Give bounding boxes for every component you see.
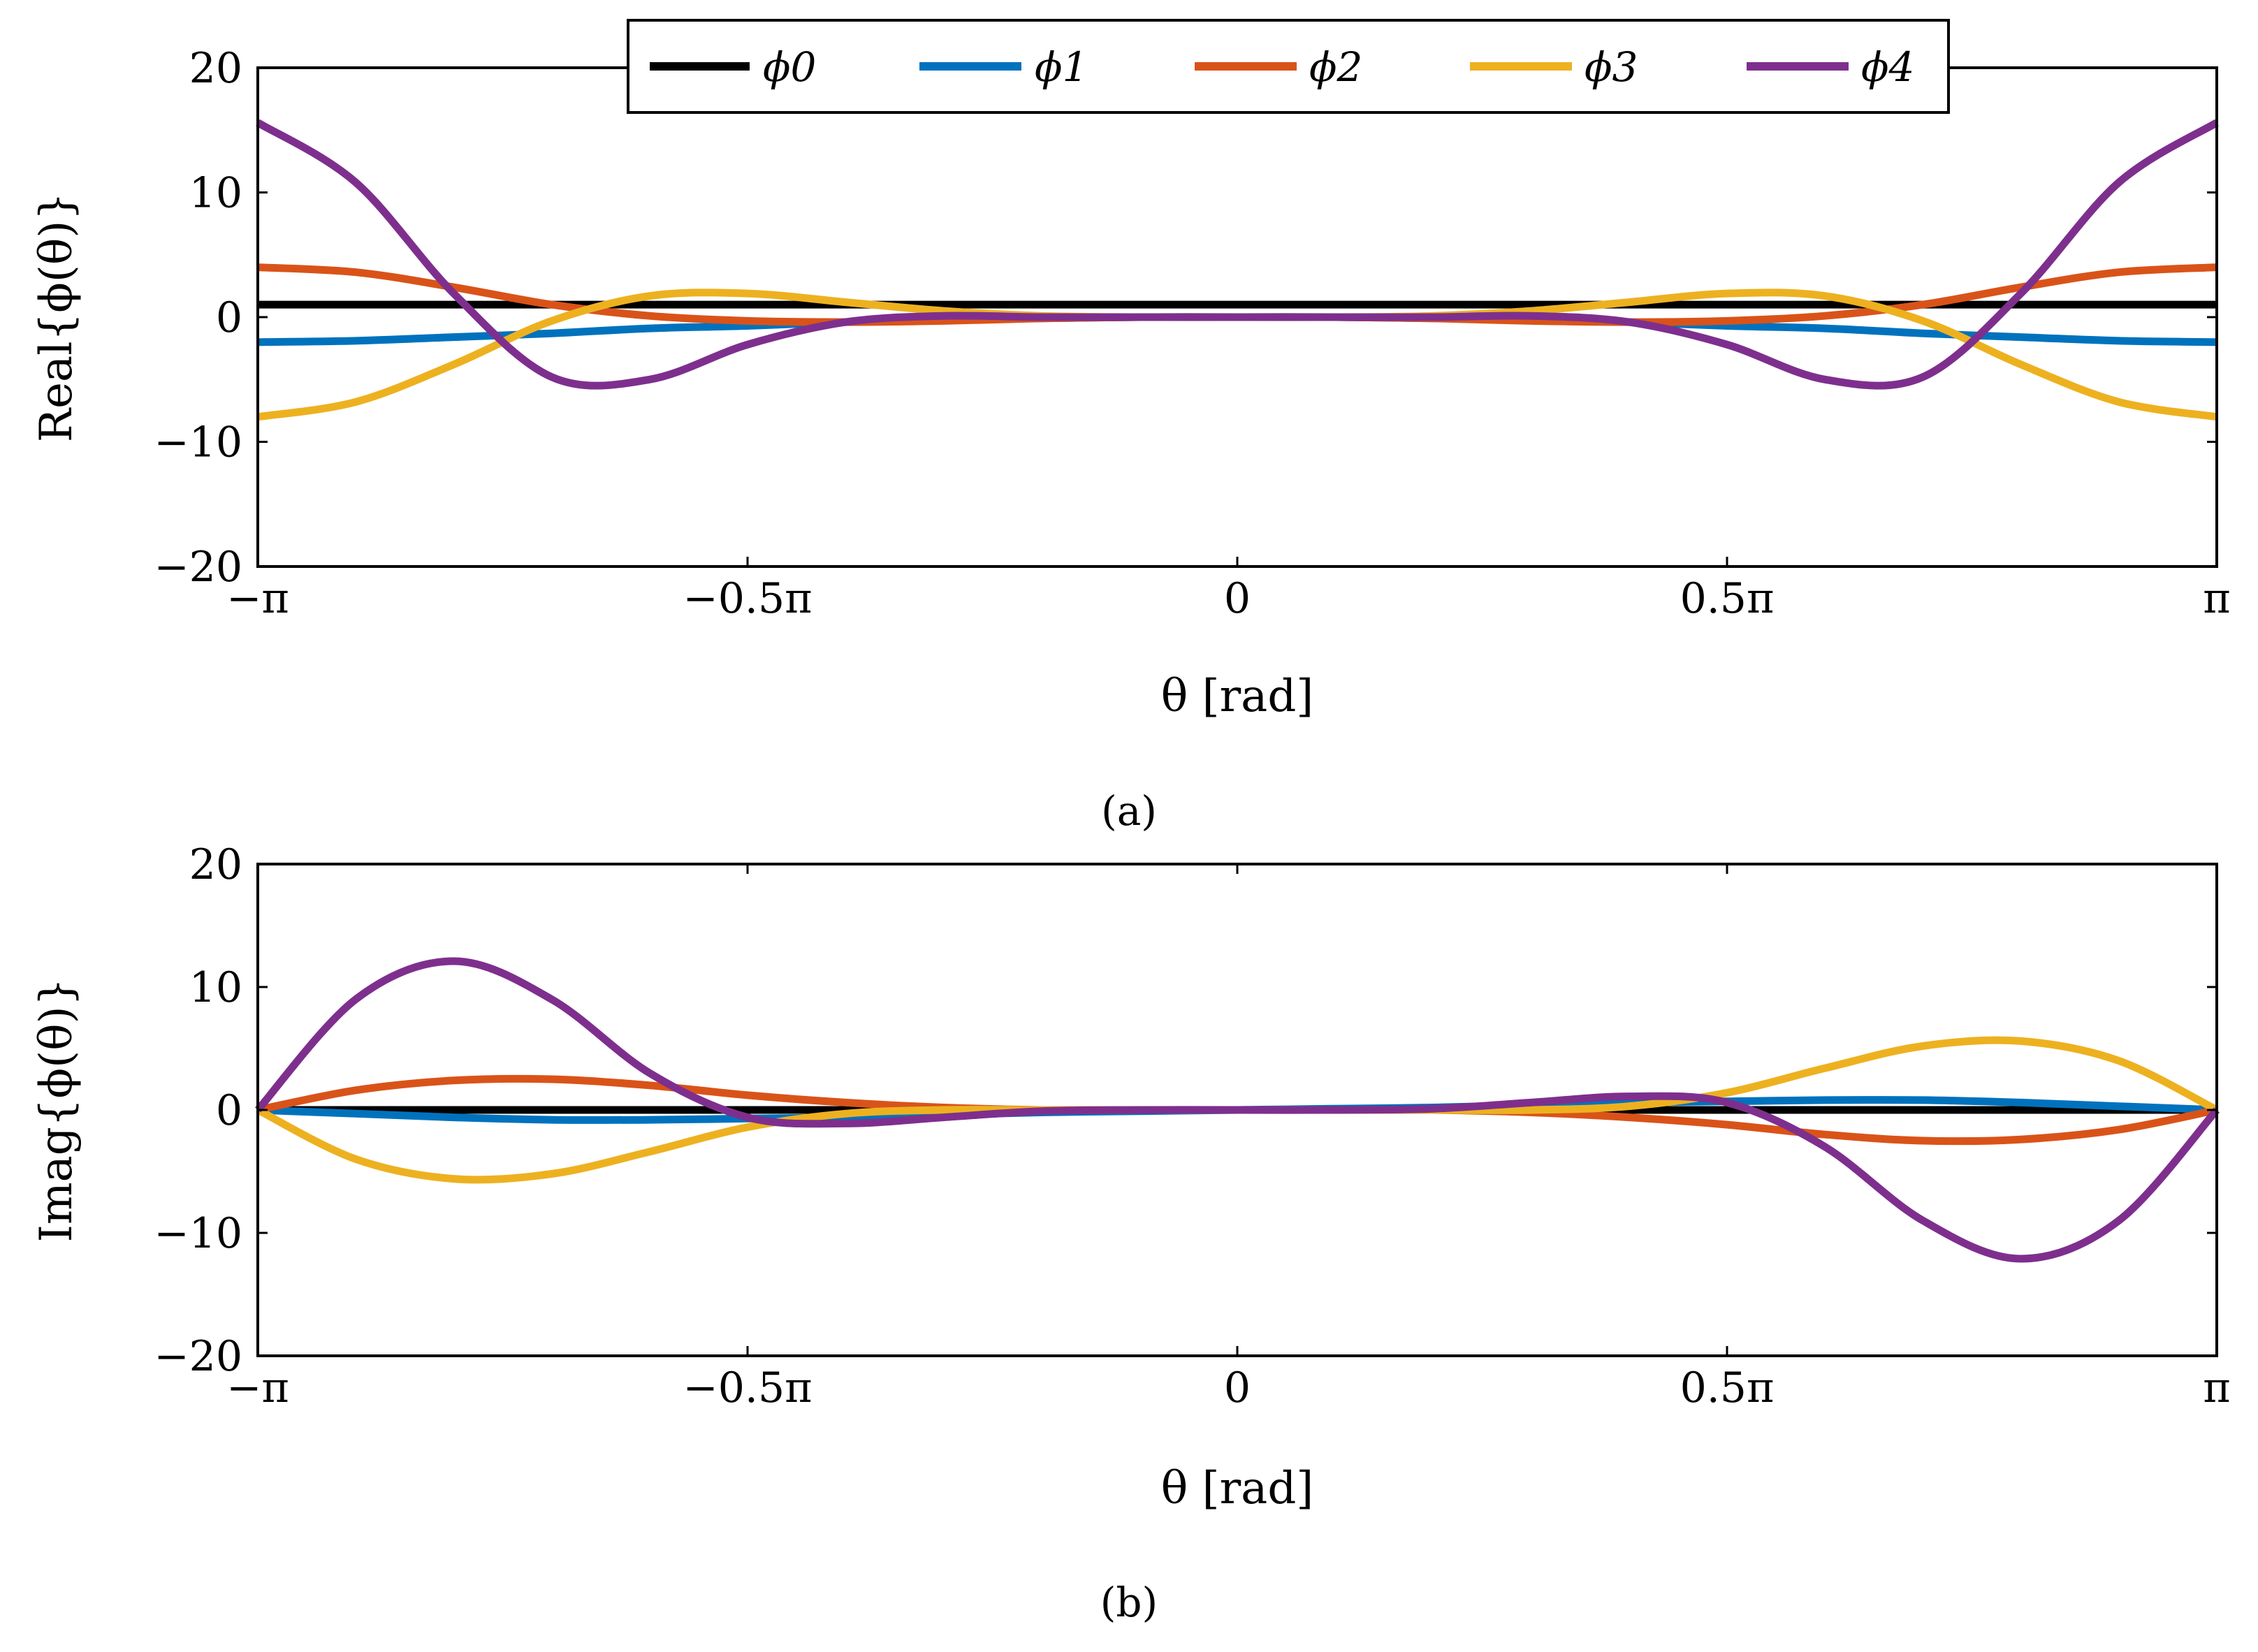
panel-a-y-tick-label: −20: [154, 543, 242, 592]
panel-a-x-tick-label: 0.5π: [1680, 574, 1775, 623]
panel-a-caption: (a): [1101, 787, 1157, 835]
panel-b-caption: (b): [1100, 1579, 1158, 1626]
panel-a-x-tick-label: −0.5π: [683, 574, 812, 623]
panel-a-x-tick-label: π: [2203, 574, 2230, 623]
legend-label-phi2: ϕ2: [1309, 43, 1362, 91]
panel-a-series-phi4: [256, 119, 2219, 390]
panel-b-x-tick-label: π: [2203, 1364, 2230, 1412]
panel-b-series-phi4: [254, 957, 2220, 1263]
panel-a-y-tick-label: −10: [154, 418, 242, 467]
panel-b-y-axis-title: Imag{ϕ(θ)}: [31, 978, 82, 1243]
panel-a-x-tick-label: 0: [1224, 574, 1251, 623]
panel-a-x-tick-label: −π: [226, 574, 289, 623]
legend-label-phi0: ϕ0: [763, 43, 816, 91]
panel-b-y-tick-label: −20: [154, 1332, 242, 1381]
panel-a: −π −0.5π 0 0.5π π −20 −10 0 10 20 θ [rad] Real{ϕ(…: [31, 19, 2231, 835]
legend-label-phi1: ϕ1: [1035, 43, 1088, 91]
panel-b-x-tick-label: 0: [1224, 1364, 1251, 1412]
panel-b-x-axis-title: θ [rad]: [1161, 1463, 1314, 1514]
panel-b-y-tick-label: 10: [189, 963, 242, 1012]
panel-b-y-tick-label: 20: [189, 840, 242, 889]
legend-label-phi3: ϕ3: [1585, 43, 1638, 91]
panel-b-x-tick-label: −π: [226, 1364, 289, 1412]
panel-a-y-tick-label: 10: [189, 169, 242, 218]
panel-b: −π −0.5π 0 0.5π π −20 −10 0 10 20 θ [rad] Imag{ϕ(…: [31, 840, 2231, 1626]
legend-label-phi4: ϕ4: [1861, 43, 1914, 91]
panel-b-y-tick-label: −10: [154, 1209, 242, 1258]
panel-b-y-tick-label: 0: [216, 1086, 242, 1135]
legend: ϕ0 ϕ1 ϕ2 ϕ3 ϕ4: [627, 19, 1950, 114]
panel-a-y-tick-label: 0: [216, 293, 242, 342]
panel-b-ticks: −π −0.5π 0 0.5π π −20 −10 0 10 20: [154, 840, 2230, 1412]
panel-a-series-phi3: [257, 288, 2217, 421]
panel-b-x-tick-label: 0.5π: [1680, 1364, 1775, 1412]
panel-a-curves: [256, 119, 2219, 421]
panel-b-x-tick-label: −0.5π: [683, 1364, 812, 1412]
panel-a-ticks: −π −0.5π 0 0.5π π −20 −10 0 10 20: [154, 44, 2230, 623]
panel-a-y-tick-label: 20: [189, 44, 242, 93]
panel-a-y-axis-title: Real{ϕ(θ)}: [31, 192, 82, 442]
panel-a-x-axis-title: θ [rad]: [1161, 671, 1314, 722]
panel-b-curves: [254, 957, 2220, 1263]
